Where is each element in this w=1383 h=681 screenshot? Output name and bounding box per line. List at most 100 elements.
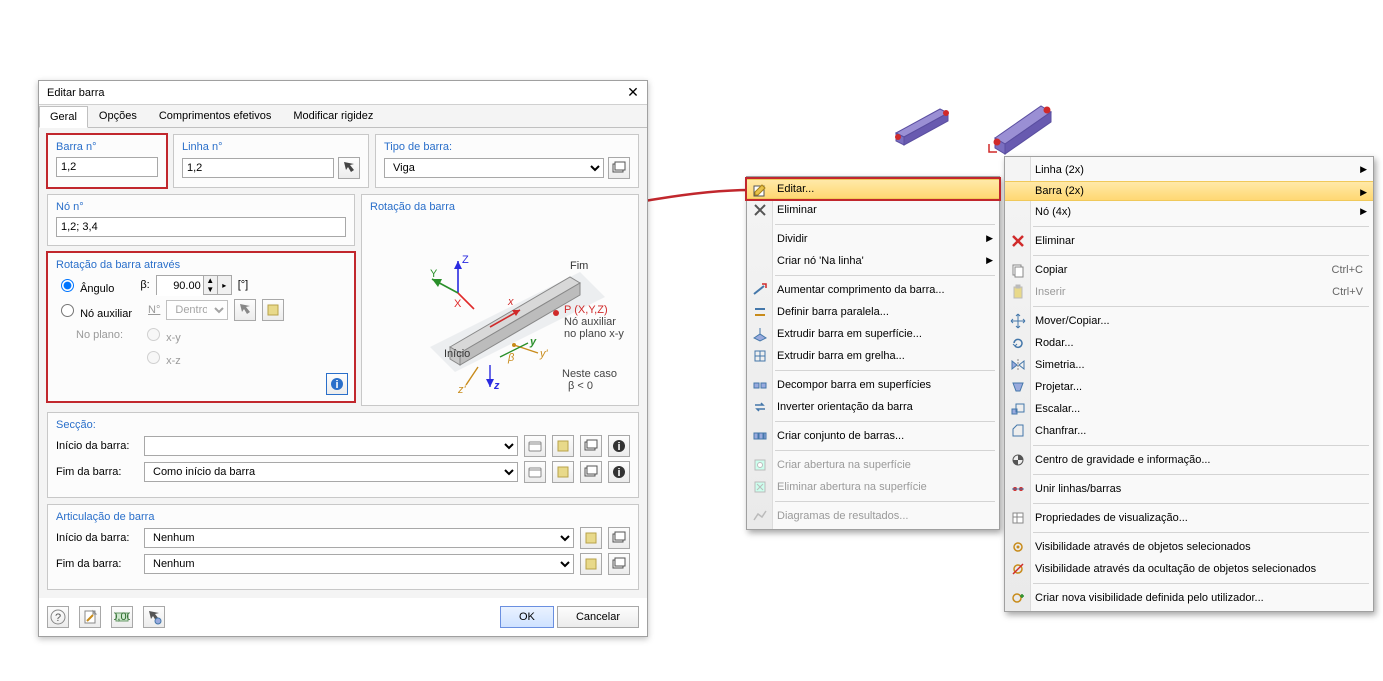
- seccao-edit-button[interactable]: [580, 435, 602, 457]
- menu-item[interactable]: Rodar...: [1005, 332, 1373, 354]
- menu-item[interactable]: Nó (4x) ▶: [1005, 201, 1373, 223]
- linha-no-input[interactable]: [182, 158, 334, 178]
- menu-item[interactable]: Barra (2x)▶: [1005, 181, 1373, 201]
- radio-plane-xz: x-z: [142, 348, 181, 367]
- seccao-lib-button[interactable]: [524, 435, 546, 457]
- menu-item-label: Inserir: [1035, 286, 1066, 298]
- tab-opcoes[interactable]: Opções: [88, 105, 148, 127]
- menu-item[interactable]: Visibilidade através de objetos selecion…: [1005, 536, 1373, 558]
- no-aux-new-button[interactable]: [262, 299, 284, 321]
- seccao-lib2-button[interactable]: [524, 461, 546, 483]
- chamfer-icon: [1009, 422, 1027, 440]
- group-barra-no: Barra n°: [47, 134, 167, 188]
- group-no-no: Nó n°: [47, 194, 355, 246]
- info-icon[interactable]: i: [326, 373, 348, 395]
- seccao-info2-button[interactable]: i: [608, 461, 630, 483]
- menu-item-label: Criar nó 'Na linha': [777, 255, 864, 267]
- menu-item[interactable]: Definir barra paralela...: [747, 301, 999, 323]
- menu-item: InserirCtrl+V: [1005, 281, 1373, 303]
- seccao-fim-label: Fim da barra:: [56, 466, 138, 478]
- blank-icon: [751, 252, 769, 270]
- reverse-icon: [751, 398, 769, 416]
- no-no-input[interactable]: [56, 217, 346, 237]
- angulo-spinner[interactable]: ▲▼ ▸: [156, 275, 232, 295]
- artic-edit2-button[interactable]: [608, 553, 630, 575]
- menu-item-label: Extrudir barra em grelha...: [777, 350, 905, 362]
- svg-text:i: i: [617, 467, 620, 479]
- group-icon: [751, 427, 769, 445]
- artic-inicio-select[interactable]: Nenhum: [144, 528, 574, 548]
- seccao-info-button[interactable]: i: [608, 435, 630, 457]
- no-aux-pick-button[interactable]: [234, 299, 256, 321]
- artic-new-button[interactable]: [580, 527, 602, 549]
- units-button[interactable]: 0,00: [111, 606, 133, 628]
- menu-item[interactable]: Decompor barra em superfícies: [747, 374, 999, 396]
- preview-legend: Rotação da barra: [370, 201, 630, 213]
- artic-fim-select[interactable]: Nenhum: [144, 554, 574, 574]
- note-button[interactable]: [79, 606, 101, 628]
- tipo-barra-select[interactable]: Viga: [384, 158, 604, 178]
- menu-item[interactable]: Criar conjunto de barras...: [747, 425, 999, 447]
- menu-item[interactable]: Centro de gravidade e informação...: [1005, 449, 1373, 471]
- move-icon: [1009, 312, 1027, 330]
- help-button[interactable]: ?: [47, 606, 69, 628]
- cancel-button[interactable]: Cancelar: [557, 606, 639, 628]
- menu-item[interactable]: Propriedades de visualização...: [1005, 507, 1373, 529]
- radio-angulo[interactable]: Ângulo: [56, 276, 114, 295]
- menu-item[interactable]: Unir linhas/barras: [1005, 478, 1373, 500]
- props-icon: [1009, 509, 1027, 527]
- artic-new2-button[interactable]: [580, 553, 602, 575]
- tab-rigidez[interactable]: Modificar rigidez: [282, 105, 384, 127]
- extend-icon: [751, 281, 769, 299]
- menu-item[interactable]: Escalar...: [1005, 398, 1373, 420]
- menu-item[interactable]: Simetria...: [1005, 354, 1373, 376]
- radio-no-aux[interactable]: Nó auxiliar: [56, 301, 132, 320]
- menu-item[interactable]: Aumentar comprimento da barra...: [747, 279, 999, 301]
- menu-item[interactable]: Projetar...: [1005, 376, 1373, 398]
- barra-no-input[interactable]: [56, 157, 158, 177]
- svg-text:?: ?: [55, 612, 61, 624]
- menu-item[interactable]: Mover/Copiar...: [1005, 310, 1373, 332]
- menu-item[interactable]: Eliminar: [1005, 230, 1373, 252]
- spin-right[interactable]: ▸: [217, 276, 231, 294]
- menu-item[interactable]: Linha (2x)▶: [1005, 159, 1373, 181]
- seccao-inicio-select[interactable]: [144, 436, 518, 456]
- svg-text:i: i: [335, 379, 338, 391]
- submenu-arrow-icon: ▶: [1360, 206, 1367, 217]
- menu-item[interactable]: Editar...: [747, 179, 999, 199]
- menu-item-label: Nó (4x): [1035, 206, 1071, 218]
- pick-line-button[interactable]: [338, 157, 360, 179]
- close-icon[interactable]: ✕: [623, 83, 643, 101]
- menu-item[interactable]: Eliminar: [747, 199, 999, 221]
- tipo-barra-open-button[interactable]: [608, 157, 630, 179]
- menu-item[interactable]: Extrudir barra em superfície...: [747, 323, 999, 345]
- spin-up[interactable]: ▲: [203, 276, 217, 285]
- context-menu-bar: Editar...EliminarDividir▶Criar nó 'Na li…: [746, 176, 1000, 530]
- menu-item[interactable]: Inverter orientação da barra: [747, 396, 999, 418]
- seccao-edit2-button[interactable]: [580, 461, 602, 483]
- spin-down[interactable]: ▼: [203, 285, 217, 294]
- menu-item[interactable]: Extrudir barra em grelha...: [747, 345, 999, 367]
- svg-text:z: z: [493, 380, 500, 392]
- seccao-new2-button[interactable]: [552, 461, 574, 483]
- seccao-new-button[interactable]: [552, 435, 574, 457]
- menu-item[interactable]: CopiarCtrl+C: [1005, 259, 1373, 281]
- menu-item[interactable]: Criar nó 'Na linha'▶: [747, 250, 999, 272]
- menu-item-label: Projetar...: [1035, 381, 1082, 393]
- opening-del-icon: [751, 478, 769, 496]
- menu-item[interactable]: Chanfrar...: [1005, 420, 1373, 442]
- menu-item: Criar abertura na superfície: [747, 454, 999, 476]
- menu-item[interactable]: Dividir▶: [747, 228, 999, 250]
- dialog-titlebar[interactable]: Editar barra ✕: [39, 81, 647, 105]
- seccao-fim-select[interactable]: Como início da barra: [144, 462, 518, 482]
- tab-comprimentos[interactable]: Comprimentos efetivos: [148, 105, 283, 127]
- ok-button[interactable]: OK: [500, 606, 554, 628]
- tipo-barra-label: Tipo de barra:: [384, 141, 630, 153]
- menu-item[interactable]: Visibilidade através da ocultação de obj…: [1005, 558, 1373, 580]
- tab-geral[interactable]: Geral: [39, 106, 88, 128]
- pick-button[interactable]: [143, 606, 165, 628]
- angulo-value-input[interactable]: [157, 276, 203, 296]
- artic-edit-button[interactable]: [608, 527, 630, 549]
- menu-item[interactable]: Criar nova visibilidade definida pelo ut…: [1005, 587, 1373, 609]
- parallel-icon: [751, 303, 769, 321]
